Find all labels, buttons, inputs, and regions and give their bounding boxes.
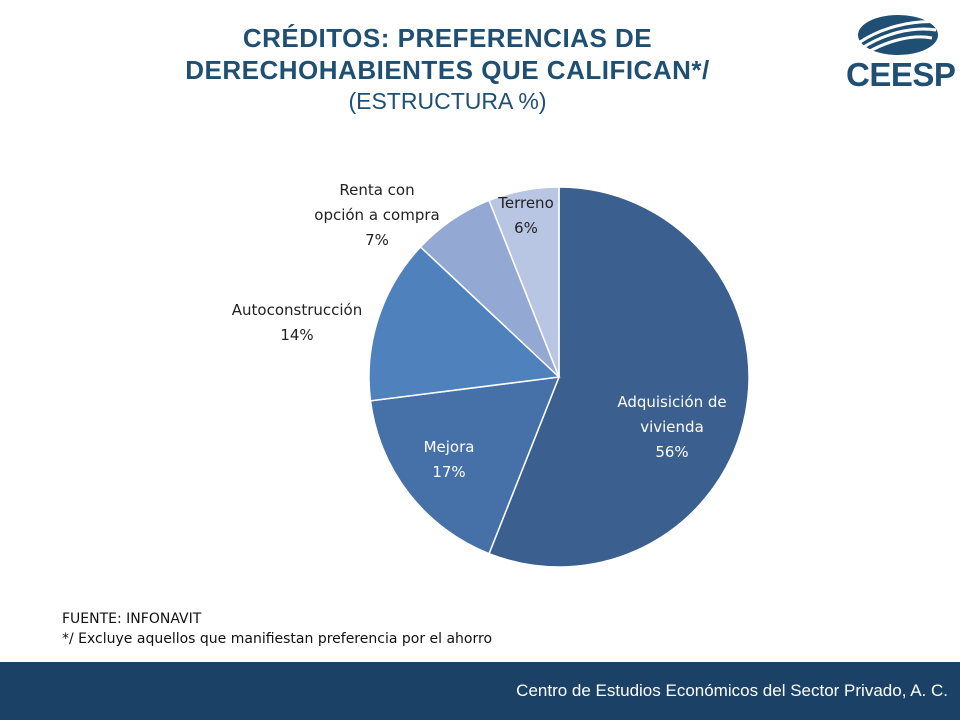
pie-category-label-1: Mejora — [424, 438, 475, 456]
footer-bar: Centro de Estudios Económicos del Sector… — [0, 662, 960, 720]
pie-slice-0 — [488, 186, 750, 568]
pie-label-3: Renta con opción a compra 7% — [314, 181, 439, 249]
pie-slice-2 — [368, 245, 561, 402]
pie-value-label-1: 17% — [432, 463, 465, 481]
pie-label-1: Mejora 17% — [424, 438, 475, 481]
pie-value-label-4: 6% — [514, 219, 538, 237]
pie-slice-4 — [488, 186, 560, 378]
pie-category-label-0: Adquisición de — [617, 393, 726, 411]
pie-label-4: Terreno 6% — [497, 194, 554, 237]
chart-subtitle: (ESTRUCTURA %) — [348, 88, 547, 114]
notes: FUENTE: INFONAVIT */ Excluye aquellos qu… — [62, 609, 492, 649]
pie-category-label-4: Terreno — [497, 194, 554, 212]
ceesp-swoosh-logo-icon — [858, 15, 939, 55]
title-block: CRÉDITOS: PREFERENCIAS DE DERECHOHABIENT… — [0, 22, 895, 116]
pie-category-label-3: Renta con — [339, 181, 414, 199]
pie-category-label-3: opción a compra — [314, 206, 439, 224]
source-note: FUENTE: INFONAVIT — [62, 611, 202, 627]
pie-category-label-2: Autoconstrucción — [232, 301, 362, 319]
pie-value-label-2: 14% — [280, 326, 313, 344]
footnote: */ Excluye aquellos que manifiestan pref… — [62, 631, 493, 647]
chart-title-line-2: DERECHOHABIENTES QUE CALIFICAN*/ — [185, 55, 710, 85]
pie-value-label-0: 56% — [655, 443, 688, 461]
ceesp-logo: CEESP — [846, 8, 956, 98]
pie-value-label-3: 7% — [365, 231, 389, 249]
pie-chart: Adquisición de vivienda 56% Mejora 17% Autoco… — [232, 181, 750, 568]
pie-label-0: Adquisición de vivienda 56% — [617, 393, 726, 461]
ceesp-logo-text: CEESP — [846, 56, 956, 93]
pie-slices — [368, 186, 750, 568]
pie-label-2: Autoconstrucción 14% — [232, 301, 362, 344]
pie-labels: Adquisición de vivienda 56% Mejora 17% Autoco… — [232, 181, 727, 481]
pie-slice-1 — [369, 376, 561, 555]
chart-title-line-1: CRÉDITOS: PREFERENCIAS DE — [242, 23, 653, 53]
pie-category-label-0: vivienda — [640, 418, 704, 436]
footer-text: Centro de Estudios Económicos del Sector… — [516, 681, 948, 700]
